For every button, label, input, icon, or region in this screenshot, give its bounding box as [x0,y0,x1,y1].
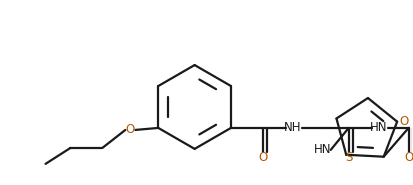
Text: O: O [399,115,409,128]
Text: O: O [258,151,268,164]
Text: S: S [345,151,352,164]
Text: O: O [126,123,135,136]
Text: HN: HN [314,143,332,156]
Text: NH: NH [284,121,301,134]
Text: HN: HN [370,121,387,134]
Text: O: O [404,151,413,164]
